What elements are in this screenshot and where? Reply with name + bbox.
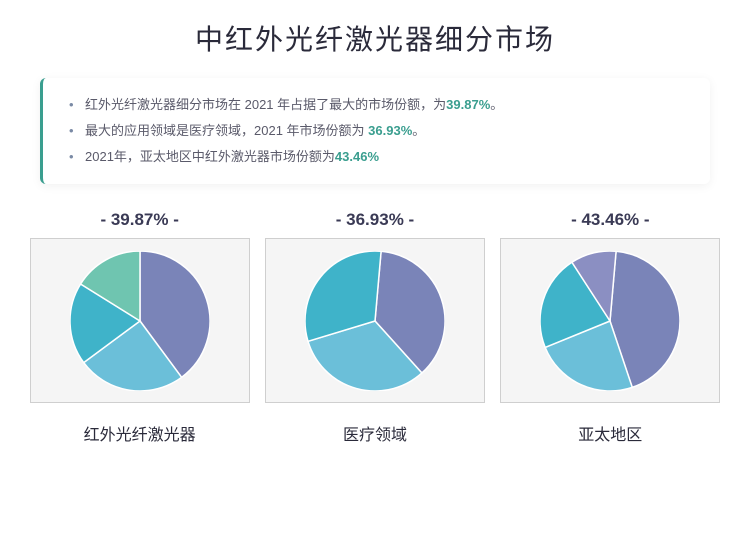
bullet-highlight: 39.87% [446, 97, 490, 112]
bullet-item: 红外光纤激光器细分市场在 2021 年占据了最大的市场份额，为39.87%。 [67, 92, 686, 118]
bullet-suffix: 。 [412, 123, 425, 138]
chart-cell-2: - 43.46% - 亚太地区 [500, 210, 720, 445]
bullet-highlight: 36.93% [368, 123, 412, 138]
bullet-item: 2021年，亚太地区中红外激光器市场份额为43.46% [67, 144, 686, 170]
bullet-suffix: 。 [490, 97, 503, 112]
bullet-highlight: 43.46% [335, 149, 379, 164]
bullet-text: 最大的应用领域是医疗领域，2021 年市场份额为 [85, 123, 368, 138]
chart-cell-1: - 36.93% - 医疗领域 [265, 210, 485, 445]
chart-cell-0: - 39.87% - 红外光纤激光器 [30, 210, 250, 445]
pie-frame [265, 238, 485, 403]
info-box: 红外光纤激光器细分市场在 2021 年占据了最大的市场份额，为39.87%。 最… [40, 78, 710, 184]
percent-label: - 43.46% - [500, 210, 720, 230]
chart-caption: 医疗领域 [265, 421, 485, 445]
bullet-list: 红外光纤激光器细分市场在 2021 年占据了最大的市场份额，为39.87%。 最… [67, 92, 686, 170]
chart-caption: 亚太地区 [500, 421, 720, 445]
percent-label: - 36.93% - [265, 210, 485, 230]
pie-frame [500, 238, 720, 403]
page-title: 中红外光纤激光器细分市场 [0, 0, 750, 70]
bullet-text: 2021年，亚太地区中红外激光器市场份额为 [85, 149, 335, 164]
chart-caption: 红外光纤激光器 [30, 421, 250, 445]
bullet-text: 红外光纤激光器细分市场在 2021 年占据了最大的市场份额，为 [85, 97, 446, 112]
percent-label: - 39.87% - [30, 210, 250, 230]
bullet-item: 最大的应用领域是医疗领域，2021 年市场份额为 36.93%。 [67, 118, 686, 144]
charts-row: - 39.87% - 红外光纤激光器 - 36.93% - 医疗领域 - 43.… [0, 202, 750, 445]
pie-frame [30, 238, 250, 403]
